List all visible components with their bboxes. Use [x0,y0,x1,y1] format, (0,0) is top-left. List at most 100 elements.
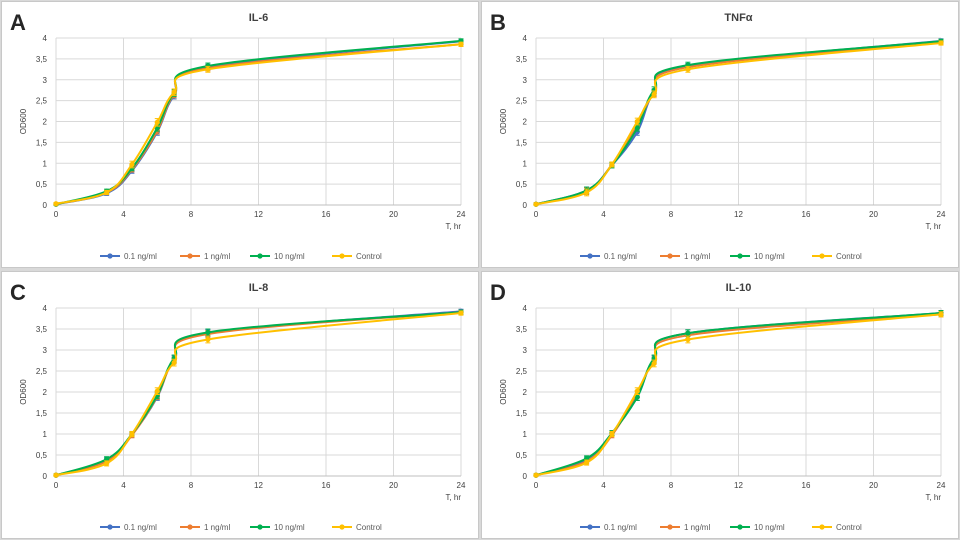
data-point [129,431,135,437]
legend-label: 0.1 ng/ml [124,252,157,261]
y-tick-label: 3,5 [516,55,528,64]
series-line [55,312,462,477]
legend-marker [187,524,193,530]
x-tick-label: 4 [601,481,606,490]
series-line [55,43,462,205]
legend-marker [257,524,263,530]
y-tick-label: 3,5 [36,55,48,64]
data-point [685,66,691,72]
data-point [609,161,615,168]
legend-marker [339,253,345,259]
chart-c: IL-8 0 4 8 12 16 20 24 0 0,5 1 1,5 2 2,5 3 3,5 4 T, hr OD6… [19,282,466,532]
data-point [154,388,160,394]
y-tick-label: 2,5 [516,97,528,106]
y-tick-label: 1,5 [516,409,528,418]
panel-a: A IL-6 0 4 8 12 16 20 24 0 0,5 1 1,5 2 2,5 3 3,5 4 T, hr O… [1,1,479,268]
legend-label: 1 ng/ml [204,252,230,261]
y-tick-label: 1 [43,430,48,439]
legend-label: Control [836,523,862,532]
series-line [535,313,942,477]
data-point [651,360,657,367]
legend-marker [737,253,743,259]
data-point [938,40,944,46]
x-tick-label: 16 [322,481,331,490]
data-point [458,41,464,47]
x-tick-label: 20 [389,210,398,219]
legend-marker [107,524,113,530]
data-point [205,66,211,72]
legend-label: 10 ng/ml [274,252,305,261]
y-tick-label: 0 [43,201,48,210]
y-tick-label: 2,5 [516,367,528,376]
legend-marker [587,524,593,530]
chart-title: IL-6 [249,12,269,24]
y-axis-label: OD600 [499,379,508,405]
legend-marker [587,253,593,259]
y-tick-label: 1,5 [516,138,528,147]
y-tick-label: 0 [523,201,528,210]
y-tick-label: 1 [523,430,528,439]
x-tick-label: 16 [802,481,811,490]
x-tick-label: 16 [322,210,331,219]
legend-marker [819,524,825,530]
y-tick-label: 0,5 [36,451,48,460]
legend-marker [257,253,263,259]
y-tick-label: 4 [523,34,528,43]
y-tick-label: 4 [523,304,528,313]
data-point [171,89,177,95]
x-tick-label: 12 [734,481,743,490]
legend-label: 1 ng/ml [684,523,710,532]
y-tick-label: 0,5 [516,180,528,189]
legend-marker [819,253,825,259]
x-tick-label: 12 [254,481,263,490]
x-axis-label: T, hr [445,222,461,231]
x-tick-label: 20 [869,481,878,490]
data-point [685,336,691,343]
legend-marker [339,524,345,530]
panel-letter: B [490,10,506,35]
legend-label: Control [836,252,862,261]
x-axis-label: T, hr [925,222,941,231]
x-tick-label: 16 [802,210,811,219]
data-point [129,161,135,168]
data-point [104,189,110,196]
legend-label: 10 ng/ml [754,523,785,532]
data-point [584,459,590,466]
x-tick-label: 8 [189,481,194,490]
y-tick-label: 1,5 [36,138,48,147]
x-tick-label: 4 [121,210,126,219]
y-tick-label: 3 [523,76,528,85]
y-tick-label: 2 [43,388,48,397]
x-tick-label: 24 [937,210,946,219]
panel-d: D IL-10 0 4 8 12 16 20 24 0 0,5 1 1,5 2 2,5 3 3,5 4 T, hr… [481,271,959,539]
y-tick-label: 2,5 [36,367,48,376]
y-tick-label: 3 [43,76,48,85]
x-tick-label: 8 [669,481,674,490]
data-point [533,472,539,478]
panel-letter: D [490,280,506,305]
legend-marker [737,524,743,530]
chart-d: IL-10 0 4 8 12 16 20 24 0 0,5 1 1,5 2 2,5 3 3,5 4 T, hr OD… [499,282,946,532]
data-point [609,431,615,437]
y-axis-label: OD600 [19,379,28,405]
panel-letter: C [10,280,26,305]
y-tick-label: 0 [523,472,528,481]
x-axis-label: T, hr [925,493,941,502]
legend-label: 0.1 ng/ml [604,252,637,261]
legend-label: 10 ng/ml [754,252,785,261]
data-point [634,388,640,394]
legend-label: 0.1 ng/ml [124,523,157,532]
data-point [938,311,944,317]
y-tick-label: 1 [523,159,528,168]
legend-marker [667,253,673,259]
y-axis-label: OD600 [499,108,508,134]
y-tick-label: 0,5 [36,180,48,189]
x-tick-label: 4 [601,210,606,219]
legend-label: 10 ng/ml [274,523,305,532]
y-tick-label: 1,5 [36,409,48,418]
x-tick-label: 12 [734,210,743,219]
data-point [458,310,464,316]
x-tick-label: 0 [54,210,59,219]
x-tick-label: 8 [669,210,674,219]
data-point [205,336,211,343]
